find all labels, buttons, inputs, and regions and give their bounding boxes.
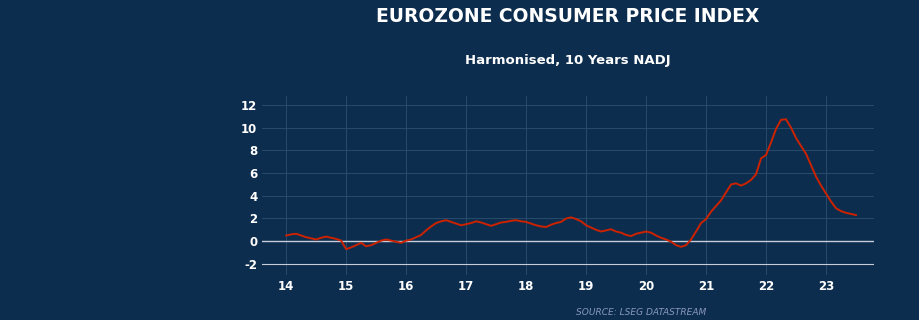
Text: SOURCE: LSEG DATASTREAM: SOURCE: LSEG DATASTREAM	[576, 308, 706, 317]
Text: EUROZONE CONSUMER PRICE INDEX: EUROZONE CONSUMER PRICE INDEX	[376, 7, 759, 26]
Text: Harmonised, 10 Years NADJ: Harmonised, 10 Years NADJ	[465, 54, 670, 67]
